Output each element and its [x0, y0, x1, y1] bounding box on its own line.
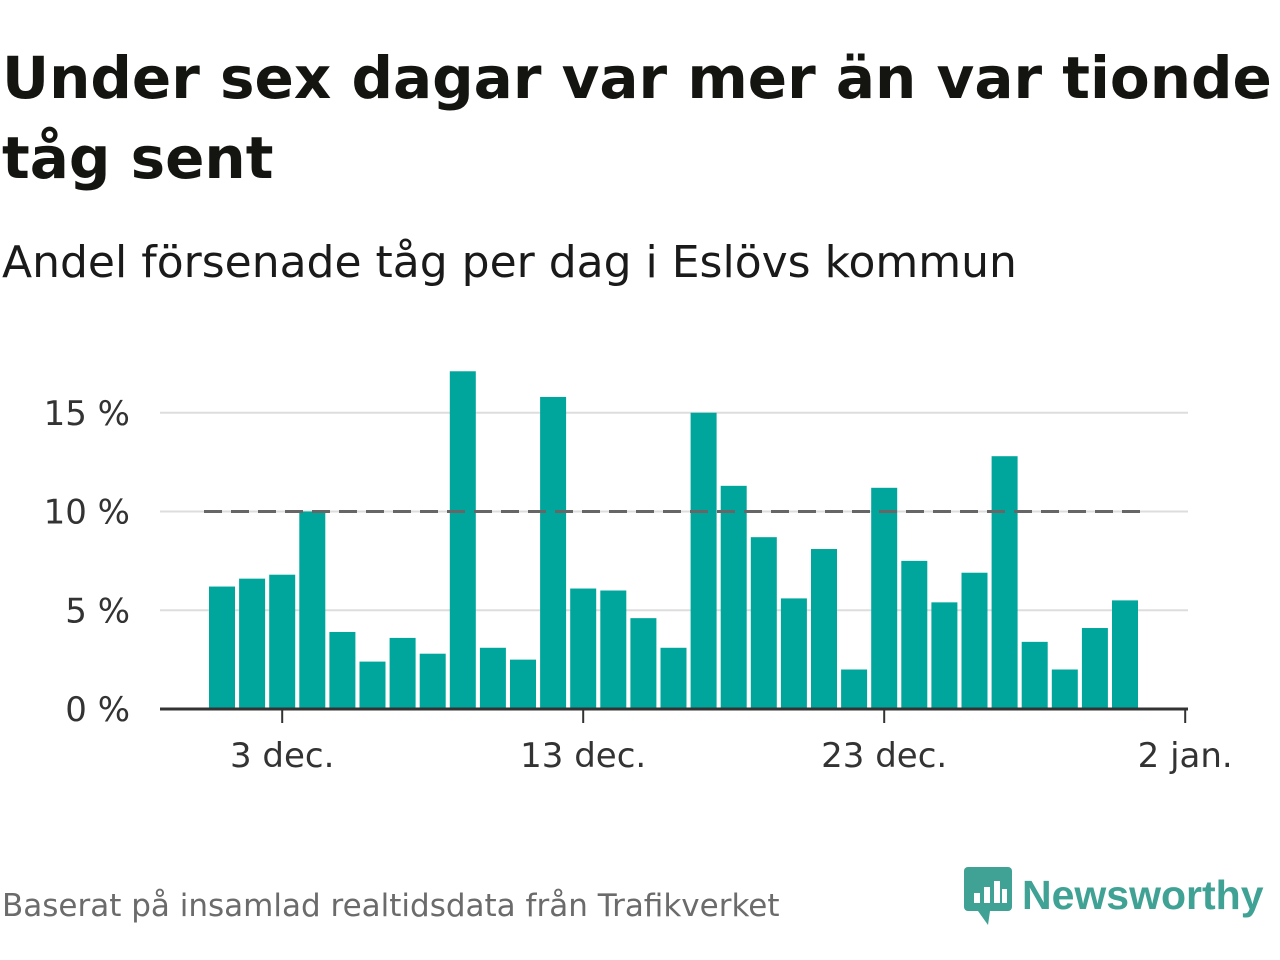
- bar: [871, 487, 898, 709]
- bar: [479, 647, 506, 709]
- bar: [780, 598, 807, 709]
- bar: [720, 485, 747, 709]
- bar: [991, 456, 1018, 709]
- source-note: Baserat på insamlad realtidsdata från Tr…: [2, 888, 780, 924]
- bar: [750, 537, 777, 709]
- bar: [1021, 641, 1048, 709]
- bar: [359, 661, 386, 709]
- y-tick-label: 5 %: [65, 591, 130, 631]
- bar: [389, 637, 416, 709]
- y-tick-label: 10 %: [44, 493, 130, 533]
- bar-chart: 0 % 5 % 10 % 15 % 3 dec. 13 dec. 23 dec. 2 jan…: [44, 371, 1233, 776]
- bar: [269, 574, 296, 709]
- chart-title: Under sex dagar var mer än var tionde tå…: [2, 44, 1272, 192]
- bars: [209, 371, 1138, 709]
- bar: [239, 578, 266, 709]
- y-tick-label: 0 %: [65, 690, 130, 730]
- x-axis: [160, 707, 1188, 723]
- x-tick-label: 13 dec.: [520, 736, 646, 776]
- bar: [901, 560, 928, 709]
- x-tick-label: 2 jan.: [1138, 736, 1233, 776]
- bar: [1112, 600, 1138, 709]
- bar: [510, 659, 536, 709]
- bar: [660, 647, 687, 709]
- bar: [419, 653, 446, 709]
- chart-subtitle: Andel försenade tåg per dag i Eslövs kom…: [2, 237, 1017, 288]
- bar: [841, 669, 868, 709]
- bar: [690, 412, 717, 709]
- x-axis-tick-labels: 3 dec. 13 dec. 23 dec. 2 jan.: [230, 736, 1233, 776]
- bar: [209, 586, 235, 709]
- bar: [329, 631, 356, 709]
- y-axis-tick-labels: 0 % 5 % 10 % 15 %: [44, 394, 130, 730]
- bar: [299, 511, 326, 709]
- bar: [1081, 628, 1108, 709]
- y-tick-label: 15 %: [44, 394, 130, 434]
- bar: [931, 602, 958, 709]
- brand-logo[interactable]: Newsworthy: [962, 862, 1264, 928]
- brand-name: Newsworthy: [1022, 871, 1264, 918]
- x-tick-label: 23 dec.: [821, 736, 947, 776]
- bar: [811, 549, 837, 709]
- bar: [600, 590, 627, 709]
- bar: [570, 588, 597, 709]
- x-tick-label: 3 dec.: [230, 736, 334, 776]
- bar: [961, 572, 988, 709]
- newsworthy-logo-icon: [964, 867, 1012, 925]
- bar: [1051, 669, 1078, 709]
- bar: [630, 618, 657, 709]
- bar: [540, 396, 567, 709]
- bar: [449, 371, 476, 709]
